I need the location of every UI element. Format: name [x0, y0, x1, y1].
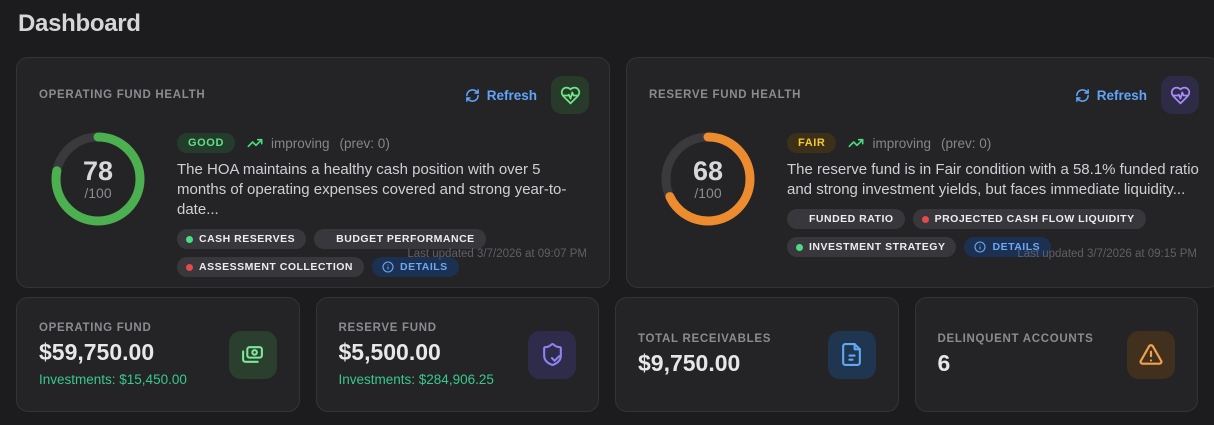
stat-text: DELINQUENT ACCOUNTS 6 — [938, 333, 1094, 377]
tag-dot — [796, 215, 803, 223]
stat-investments: Investments: $15,450.00 — [39, 372, 187, 387]
refresh-button[interactable]: Refresh — [1075, 88, 1147, 103]
info-icon — [382, 261, 394, 273]
stat-label: OPERATING FUND — [39, 322, 152, 334]
total-receivables-stat-card: TOTAL RECEIVABLES $9,750.00 — [615, 297, 899, 412]
tag-label: BUDGET PERFORMANCE — [336, 233, 475, 245]
details-label: DETAILS — [992, 241, 1041, 253]
tag-label: ASSESSMENT COLLECTION — [199, 261, 354, 273]
tag-dot — [796, 243, 803, 251]
card-body: 78 /100 GOOD improving (prev: 0) The HOA… — [39, 131, 589, 277]
tag-cash-reserves: CASH RESERVES — [177, 229, 307, 249]
shield-check-icon — [528, 330, 576, 379]
refresh-button[interactable]: Refresh — [465, 88, 537, 103]
health-score: 68 — [692, 156, 724, 187]
tag-investment-strategy: INVESTMENT STRATEGY — [787, 237, 957, 257]
trend-label: improving — [872, 135, 931, 151]
tag-label: PROJECTED CASH FLOW LIQUIDITY — [934, 213, 1135, 225]
heart-pulse-icon — [551, 76, 589, 114]
health-score-gauge: 78 /100 — [50, 131, 146, 227]
health-score-gauge: 68 /100 — [660, 131, 756, 227]
card-header: RESERVE FUND HEALTH Refresh — [649, 76, 1199, 114]
heart-pulse-icon — [1161, 76, 1199, 114]
card-details: FAIR improving (prev: 0) The reserve fun… — [787, 131, 1199, 257]
factor-tags: CASH RESERVES BUDGET PERFORMANCE ASSESSM… — [177, 229, 589, 277]
stat-label: TOTAL RECEIVABLES — [638, 332, 772, 345]
status-row: FAIR improving (prev: 0) — [787, 133, 1199, 153]
page-title: Dashboard — [18, 10, 141, 37]
card-actions: Refresh — [465, 76, 589, 114]
health-score: 78 — [82, 156, 114, 187]
trending-up-icon — [247, 135, 263, 151]
gauge-text: 68 /100 — [660, 131, 756, 227]
last-updated: Last updated 3/7/2026 at 09:07 PM — [407, 248, 587, 260]
info-icon — [974, 241, 987, 253]
tag-assessment-collection: ASSESSMENT COLLECTION — [177, 257, 365, 277]
details-button[interactable]: DETAILS — [964, 237, 1052, 257]
status-badge: FAIR — [787, 133, 837, 153]
trend-previous: (prev: 0) — [941, 135, 992, 151]
tag-label: CASH RESERVES — [199, 233, 296, 245]
dashboard-page: Dashboard OPERATING FUND HEALTH Refresh — [16, 10, 1214, 412]
stat-value: $59,750.00 — [39, 339, 155, 365]
stat-label: RESERVE FUND — [338, 322, 437, 334]
card-body: 68 /100 FAIR improving (prev: 0) The res… — [649, 131, 1199, 257]
status-badge: GOOD — [177, 133, 236, 153]
tag-label: INVESTMENT STRATEGY — [809, 241, 946, 253]
health-description: The reserve fund is in Fair condition wi… — [787, 161, 1199, 198]
details-button[interactable]: DETAILS — [372, 257, 459, 277]
factor-tags: FUNDED RATIO PROJECTED CASH FLOW LIQUIDI… — [787, 209, 1199, 257]
stat-value: $9,750.00 — [638, 349, 741, 376]
card-title: RESERVE FUND HEALTH — [649, 89, 802, 101]
health-score-max: /100 — [84, 184, 112, 201]
tag-dot — [186, 235, 193, 243]
refresh-icon — [1075, 88, 1090, 103]
health-score-max: /100 — [694, 184, 722, 201]
operating-fund-health-card: OPERATING FUND HEALTH Refresh — [16, 57, 610, 288]
details-label: DETAILS — [400, 261, 448, 273]
tag-funded-ratio: FUNDED RATIO — [787, 209, 905, 229]
card-title: OPERATING FUND HEALTH — [39, 89, 206, 101]
trend-previous: (prev: 0) — [339, 135, 390, 151]
stat-value: $5,500.00 — [338, 339, 441, 365]
stat-text: OPERATING FUND $59,750.00 Investments: $… — [39, 322, 187, 387]
reserve-fund-stat-card: RESERVE FUND $5,500.00 Investments: $284… — [315, 297, 599, 412]
warning-triangle-icon — [1127, 330, 1175, 379]
refresh-label: Refresh — [1096, 87, 1147, 103]
card-details: GOOD improving (prev: 0) The HOA maintai… — [177, 131, 589, 277]
banknotes-icon — [228, 330, 277, 379]
stat-value: 6 — [937, 349, 951, 376]
refresh-label: Refresh — [486, 87, 537, 103]
health-cards-row: OPERATING FUND HEALTH Refresh — [16, 57, 1214, 288]
reserve-fund-health-card: RESERVE FUND HEALTH Refresh — [626, 57, 1214, 288]
tag-dot — [323, 235, 331, 243]
stat-cards-row: OPERATING FUND $59,750.00 Investments: $… — [16, 297, 1198, 412]
card-header: OPERATING FUND HEALTH Refresh — [39, 76, 589, 114]
last-updated: Last updated 3/7/2026 at 09:15 PM — [1017, 248, 1197, 260]
file-text-icon — [827, 330, 876, 379]
card-actions: Refresh — [1075, 76, 1199, 114]
tag-projected-cash-flow-liquidity: PROJECTED CASH FLOW LIQUIDITY — [912, 209, 1146, 229]
stat-text: RESERVE FUND $5,500.00 Investments: $284… — [339, 322, 494, 387]
tag-dot — [186, 263, 193, 271]
tag-label: FUNDED RATIO — [809, 213, 894, 225]
tag-budget-performance: BUDGET PERFORMANCE — [314, 229, 486, 249]
tag-dot — [921, 215, 929, 223]
operating-fund-stat-card: OPERATING FUND $59,750.00 Investments: $… — [16, 297, 300, 412]
gauge-text: 78 /100 — [50, 131, 146, 227]
stat-investments: Investments: $284,906.25 — [338, 372, 494, 387]
trend-label: improving — [271, 135, 330, 151]
refresh-icon — [465, 88, 480, 103]
delinquent-accounts-stat-card: DELINQUENT ACCOUNTS 6 — [914, 297, 1198, 412]
stat-text: TOTAL RECEIVABLES $9,750.00 — [638, 333, 771, 377]
status-row: GOOD improving (prev: 0) — [177, 133, 589, 153]
trending-up-icon — [848, 135, 864, 151]
health-description: The HOA maintains a healthy cash positio… — [177, 161, 567, 218]
stat-label: DELINQUENT ACCOUNTS — [937, 332, 1094, 345]
